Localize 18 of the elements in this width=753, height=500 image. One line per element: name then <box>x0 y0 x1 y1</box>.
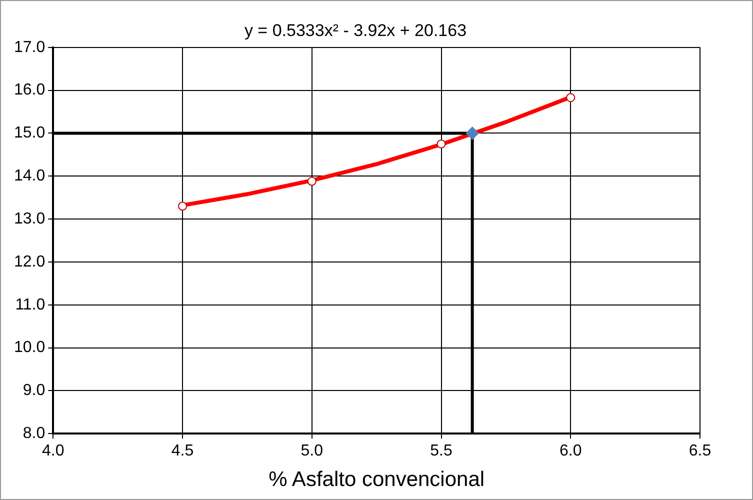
y-tick-label: 14.0 <box>14 168 46 185</box>
y-tick-label: 9.0 <box>22 382 46 400</box>
y-tick-label: 8.0 <box>22 425 46 442</box>
y-tick-label: 12.0 <box>14 253 46 270</box>
x-tick-label: 4.5 <box>171 442 194 460</box>
y-tick-label: 15.0 <box>14 124 46 142</box>
chart-title: y = 0.5333x² - 3.92x + 20.163 <box>244 20 467 40</box>
x-tick-label: 6.5 <box>688 442 712 460</box>
x-tick-label: 5.0 <box>300 442 324 460</box>
x-tick-label: 5.5 <box>430 442 452 460</box>
y-tick-label: 17.0 <box>14 38 46 56</box>
y-tick-label: 16.0 <box>14 82 46 99</box>
x-tick-label: 6.0 <box>560 442 582 460</box>
y-tick-label: 10.0 <box>14 339 46 356</box>
y-tick-label: 13.0 <box>14 210 46 228</box>
y-tick-label: 11.0 <box>15 296 46 314</box>
x-axis-title: % Asfalto convencional <box>268 468 485 492</box>
x-tick-label: 4.0 <box>42 442 64 460</box>
